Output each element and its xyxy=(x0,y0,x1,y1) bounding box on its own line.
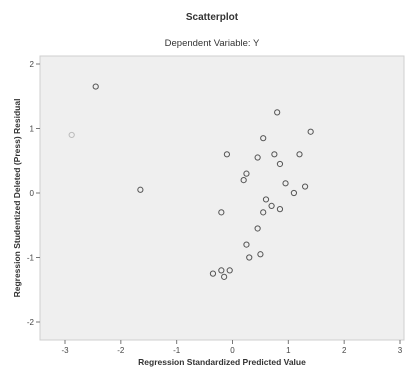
data-point xyxy=(307,128,314,135)
x-tick-label: -1 xyxy=(173,346,181,355)
data-point xyxy=(240,177,247,184)
data-point xyxy=(282,180,289,187)
data-point xyxy=(274,109,281,116)
data-point xyxy=(68,131,75,139)
x-tick-label: 0 xyxy=(230,346,235,355)
x-axis-label: Regression Standardized Predicted Value xyxy=(138,357,306,367)
y-tick-label: 2 xyxy=(30,60,35,69)
data-point xyxy=(260,209,267,216)
data-point xyxy=(218,209,225,216)
data-point xyxy=(290,189,298,197)
data-point xyxy=(254,154,261,161)
data-point xyxy=(243,170,250,177)
data-point xyxy=(276,206,284,213)
y-tick-label: -2 xyxy=(27,318,35,327)
x-tick-label: 1 xyxy=(286,346,291,355)
data-point xyxy=(226,267,233,274)
chart-subtitle: Dependent Variable: Y xyxy=(165,38,260,49)
data-point xyxy=(257,251,264,258)
y-tick-label: -1 xyxy=(27,254,35,263)
data-point xyxy=(276,160,284,168)
data-point xyxy=(137,186,144,193)
y-axis: -2 -1 0 1 2 xyxy=(27,60,40,327)
data-point xyxy=(246,254,253,261)
plot-area xyxy=(39,55,405,341)
data-point xyxy=(218,267,225,274)
y-axis-label: Regression Studentized Deleted (Press) R… xyxy=(12,99,22,298)
x-tick-label: -2 xyxy=(117,346,125,355)
chart-title: Scatterplot xyxy=(186,12,239,23)
data-point xyxy=(221,273,228,280)
data-point xyxy=(92,83,99,90)
x-axis: -3 -2 -1 0 1 2 3 xyxy=(61,340,403,355)
data-point xyxy=(268,202,275,209)
data-points xyxy=(68,83,314,280)
data-point xyxy=(254,225,261,232)
data-point xyxy=(223,151,231,158)
y-tick-label: 0 xyxy=(30,189,35,198)
data-point xyxy=(243,241,250,248)
y-tick-label: 1 xyxy=(30,125,35,134)
x-tick-label: 2 xyxy=(342,346,347,355)
data-point xyxy=(260,135,267,142)
x-tick-label: 3 xyxy=(398,346,403,355)
data-point xyxy=(296,151,303,158)
data-point xyxy=(271,151,278,158)
data-point xyxy=(209,270,217,277)
data-point xyxy=(262,196,270,203)
data-point xyxy=(301,183,309,190)
x-tick-label: -3 xyxy=(61,346,69,355)
